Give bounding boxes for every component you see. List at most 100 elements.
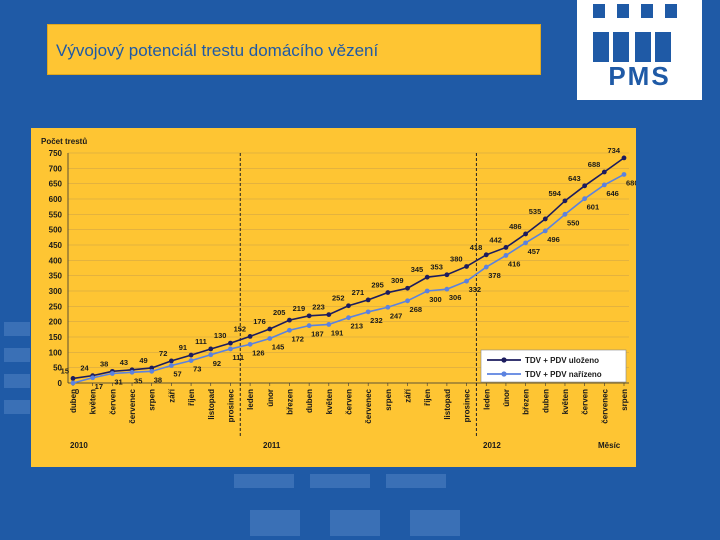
x-tick-label: květen — [89, 389, 98, 414]
y-tick-label: 550 — [49, 210, 63, 219]
data-label: 31 — [114, 377, 122, 386]
data-label: 345 — [411, 265, 424, 274]
x-tick-label: leden — [246, 389, 255, 410]
slide-title-box: Vývojový potenciál trestu domácího vězen… — [47, 24, 541, 75]
data-label: 378 — [488, 271, 501, 280]
x-tick-label: červenec — [364, 388, 373, 423]
data-label: 353 — [430, 263, 443, 272]
x-tick-label: květen — [325, 389, 334, 414]
data-point — [503, 253, 509, 258]
data-label: 0 — [75, 387, 79, 396]
y-tick-label: 350 — [49, 272, 63, 281]
data-label: 126 — [252, 348, 265, 357]
data-label: 486 — [509, 222, 522, 231]
y-tick-label: 0 — [58, 379, 63, 388]
data-point — [149, 365, 155, 371]
data-point — [444, 286, 450, 292]
year-label: 2010 — [70, 441, 88, 450]
legend-marker-saved — [501, 357, 507, 363]
data-label: 680 — [626, 178, 636, 187]
castle-logo-icon — [593, 4, 677, 62]
x-tick-label: červenec — [128, 388, 137, 423]
x-tick-label: srpen — [148, 389, 157, 411]
data-label: 247 — [390, 311, 403, 320]
data-label: 550 — [567, 218, 580, 227]
data-point — [70, 376, 76, 381]
data-label: 688 — [588, 160, 601, 169]
x-tick-label: duben — [305, 389, 314, 413]
data-label: 92 — [213, 359, 221, 368]
x-tick-label: červen — [581, 389, 590, 415]
watermark-bottom-icon — [234, 474, 460, 536]
x-tick-label: červen — [108, 389, 117, 415]
y-tick-label: 200 — [49, 318, 63, 327]
data-point — [385, 290, 391, 295]
data-label: 191 — [331, 328, 344, 337]
data-point — [346, 303, 351, 309]
chart-panel: 0 50 100 150 200 250 300 350 400 450 500 550 600 650 7… — [31, 128, 639, 467]
data-point — [109, 371, 115, 376]
data-point — [228, 340, 233, 346]
data-point — [405, 298, 410, 304]
chart-legend: TDV + PDV uloženo TDV + PDV nařízeno — [480, 349, 627, 383]
x-tick-label: srpen — [384, 389, 393, 411]
data-label: 380 — [450, 254, 463, 263]
data-point — [503, 245, 509, 250]
data-label: 72 — [159, 349, 167, 358]
data-label: 268 — [410, 305, 423, 314]
y-tick-label: 450 — [49, 241, 63, 250]
x-tick-label: prosinec — [463, 388, 472, 422]
year-label: 2012 — [483, 441, 501, 450]
data-point — [365, 309, 371, 315]
data-label: 734 — [607, 146, 620, 155]
y-tick-label: 750 — [49, 149, 63, 158]
data-point — [601, 169, 607, 175]
data-label: 111 — [232, 353, 244, 362]
data-point — [405, 285, 410, 291]
data-label: 35 — [134, 376, 142, 385]
x-tick-label: leden — [482, 389, 491, 410]
y-tick-label: 500 — [49, 226, 63, 235]
data-label: 15 — [61, 366, 69, 375]
data-label: 535 — [529, 207, 542, 216]
data-point — [168, 358, 174, 364]
data-point — [208, 352, 214, 358]
data-point — [267, 326, 273, 332]
data-label: 187 — [311, 330, 324, 339]
data-label: 17 — [95, 382, 103, 391]
data-point — [601, 182, 607, 188]
x-tick-label: květen — [561, 389, 570, 414]
data-point — [228, 346, 233, 352]
data-label: 24 — [80, 364, 89, 373]
x-tick-label: duben — [69, 389, 78, 413]
legend-label-ordered: TDV + PDV nařízeno — [525, 370, 602, 379]
data-point — [562, 211, 568, 217]
data-point — [424, 274, 430, 280]
data-point — [483, 264, 489, 270]
x-tick-label: březen — [522, 389, 531, 415]
data-label: 219 — [293, 304, 306, 313]
data-label: 332 — [469, 285, 482, 294]
x-tick-label: červenec — [600, 388, 609, 423]
data-label: 300 — [429, 295, 442, 304]
data-point — [385, 304, 391, 310]
data-label: 205 — [273, 308, 286, 317]
slide-title: Vývojový potenciál trestu domácího vězen… — [56, 41, 379, 60]
legend-label-saved: TDV + PDV uloženo — [525, 356, 599, 365]
logo-text: PMS — [608, 61, 671, 91]
data-point — [365, 297, 371, 303]
x-tick-label: listopad — [443, 389, 452, 420]
data-label: 594 — [548, 189, 561, 198]
data-label: 442 — [489, 235, 502, 244]
x-tick-label: červen — [345, 389, 354, 415]
data-label: 49 — [139, 356, 147, 365]
data-point — [287, 327, 292, 333]
data-label: 232 — [370, 316, 383, 325]
data-point — [424, 288, 430, 294]
year-label: 2011 — [263, 441, 281, 450]
data-label: 416 — [508, 259, 521, 268]
data-point — [562, 198, 568, 204]
data-point — [70, 380, 76, 386]
data-label: 73 — [193, 365, 201, 374]
data-label: 418 — [470, 243, 483, 252]
